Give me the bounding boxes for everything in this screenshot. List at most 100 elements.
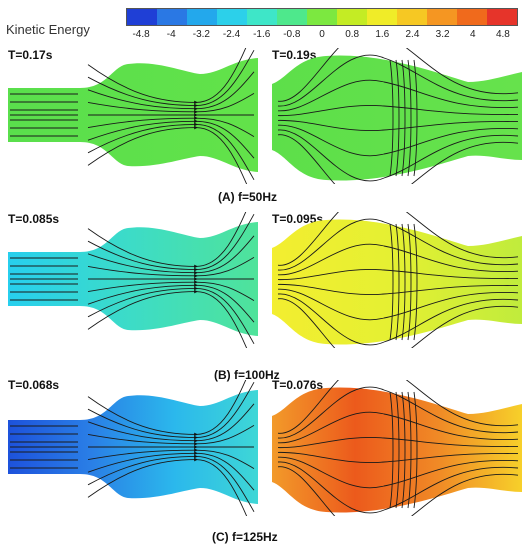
streamline <box>411 305 519 348</box>
color-scale-swatch <box>127 9 157 25</box>
color-scale-tick-label: -4 <box>166 29 176 40</box>
streamline <box>405 380 519 427</box>
streamline <box>277 466 336 516</box>
streamline <box>277 386 385 439</box>
streamline <box>87 125 248 184</box>
streamline <box>277 129 385 182</box>
color-scale-bar <box>126 8 518 26</box>
flow-panel-a-right <box>272 48 522 184</box>
streamline <box>277 124 385 157</box>
streamline <box>87 280 255 301</box>
streamline <box>405 48 519 95</box>
color-scale-swatch <box>397 9 427 25</box>
streamline <box>383 81 519 109</box>
streamline <box>383 437 519 447</box>
streamline <box>395 391 400 509</box>
streamline <box>383 413 519 441</box>
panel-b-right-time: T=0.095s <box>272 212 324 226</box>
streamline <box>87 235 255 275</box>
streamline <box>87 286 255 345</box>
streamline <box>413 391 418 509</box>
vessel-shape <box>272 55 522 181</box>
color-scale-tick-label: -3.2 <box>192 29 210 40</box>
streamline <box>277 48 340 102</box>
panel-b-left-time: T=0.085s <box>8 212 60 226</box>
streamline <box>389 223 394 341</box>
streamline <box>277 283 385 296</box>
streamline <box>277 119 385 132</box>
vessel-shape <box>272 387 522 513</box>
streamline <box>277 461 385 514</box>
color-scale-tick-label: 2.4 <box>405 29 420 40</box>
flow-panel-c-left <box>8 380 258 516</box>
flow-field-svg <box>272 212 522 348</box>
streamline <box>277 104 385 117</box>
streamline <box>383 291 519 319</box>
streamline <box>411 473 519 516</box>
streamline <box>87 454 255 513</box>
color-scale-swatch <box>277 9 307 25</box>
streamline <box>277 451 385 464</box>
streamline <box>277 54 385 107</box>
streamline <box>87 119 255 159</box>
streamline <box>277 212 340 266</box>
streamline <box>383 285 519 295</box>
streamline <box>87 425 255 446</box>
streamline <box>277 79 385 112</box>
streamline <box>277 298 336 348</box>
flow-field-svg <box>8 212 258 348</box>
streamline <box>87 48 247 105</box>
color-scale-ticks: -4.8 -4 -3.2 -2.4 -1.6 -0.8 0 0.8 1.6 2.4 3.2 4 4.8 <box>126 29 518 43</box>
color-scale-swatch <box>187 9 217 25</box>
color-scale-tick-label: -2.4 <box>222 29 241 40</box>
streamline <box>277 268 385 281</box>
vessel-shape <box>272 219 522 345</box>
streamline <box>87 448 255 469</box>
streamline <box>87 381 255 440</box>
streamline <box>87 212 247 269</box>
color-scale-swatch <box>157 9 187 25</box>
streamline <box>383 453 519 463</box>
color-scale-tick-label: 0 <box>319 29 325 40</box>
color-scale-swatch <box>457 9 487 25</box>
streamline <box>383 105 519 115</box>
color-scale-tick-label: 4.8 <box>495 29 510 40</box>
flow-field-svg <box>272 380 522 516</box>
flow-panel-b-right <box>272 212 522 348</box>
streamline <box>401 391 406 509</box>
legend-title: Kinetic Energy <box>6 22 90 37</box>
streamline <box>389 59 394 177</box>
streamline <box>407 223 412 341</box>
streamline <box>413 59 418 177</box>
flow-field-svg <box>272 48 522 184</box>
streamline <box>87 257 255 278</box>
streamline <box>395 59 400 177</box>
streamline <box>87 403 255 443</box>
flow-panel-c-right <box>272 380 522 516</box>
caption-a: (A) f=50Hz <box>218 190 278 204</box>
streamline <box>277 293 385 346</box>
streamline <box>277 411 385 444</box>
streamline <box>383 269 519 279</box>
streamline <box>277 288 385 321</box>
streamline <box>87 380 247 437</box>
streamline <box>87 289 248 348</box>
panel-c-right-time: T=0.076s <box>272 378 324 392</box>
caption-b: (B) f=100Hz <box>214 368 280 382</box>
streamline <box>383 127 519 155</box>
color-scale-swatch <box>337 9 367 25</box>
color-scale-tick-label: -1.6 <box>253 29 271 40</box>
color-scale-tick-label: -4.8 <box>132 29 150 40</box>
streamline <box>401 59 406 177</box>
streamline <box>277 456 385 489</box>
streamline <box>407 391 412 509</box>
streamline <box>407 59 412 177</box>
streamline <box>87 213 255 272</box>
streamline <box>87 71 255 111</box>
streamline <box>413 223 418 341</box>
color-scale-swatch <box>427 9 457 25</box>
panel-a-right-time: T=0.19s <box>272 48 317 62</box>
panel-a-left-time: T=0.17s <box>8 48 53 62</box>
streamline <box>87 457 248 516</box>
streamline <box>405 212 519 259</box>
